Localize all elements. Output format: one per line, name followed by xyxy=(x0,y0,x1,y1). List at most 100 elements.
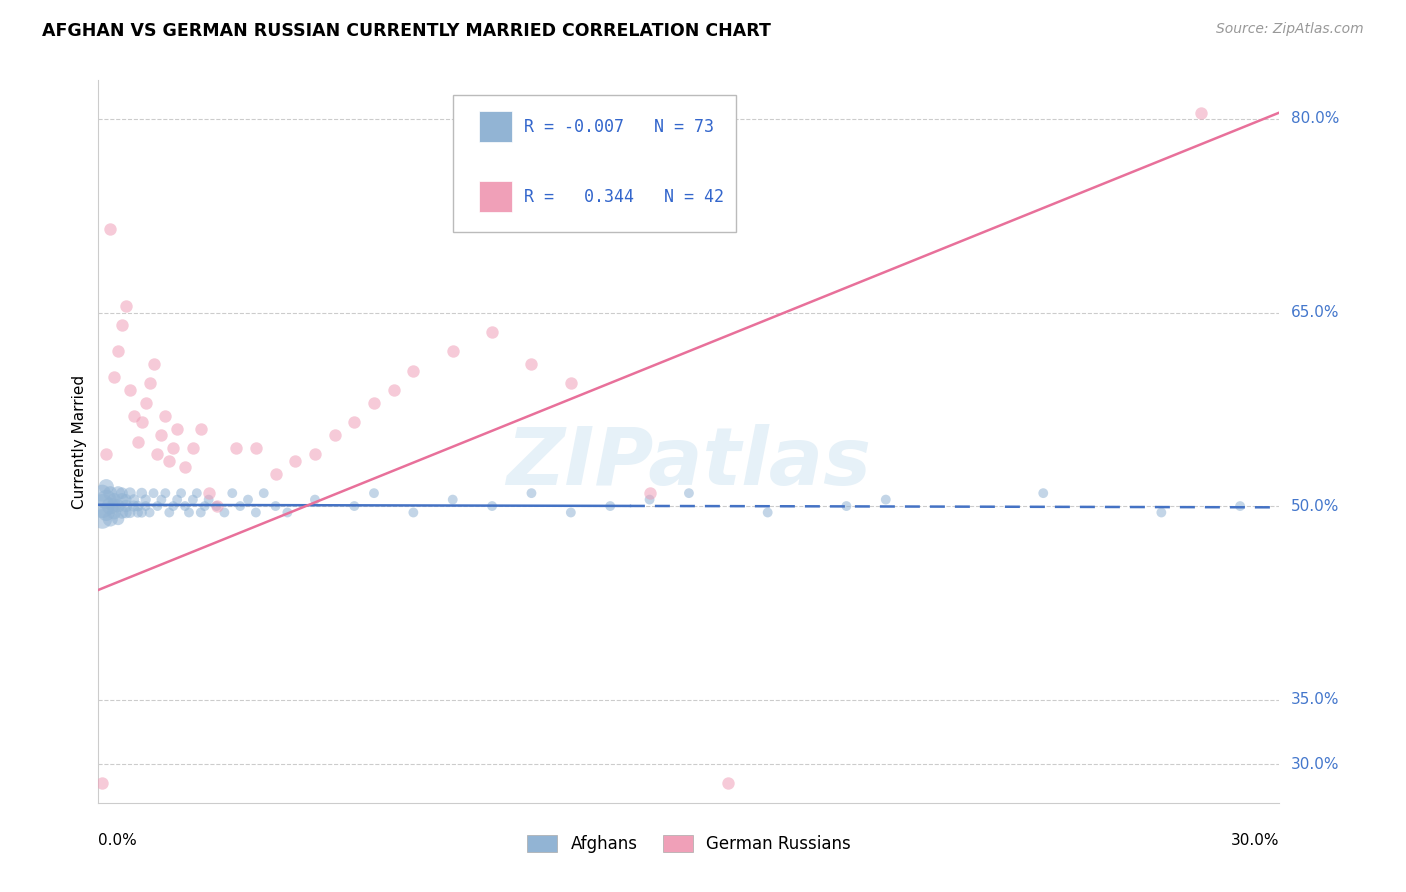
Text: 65.0%: 65.0% xyxy=(1291,305,1339,320)
Point xyxy=(122,499,145,513)
Point xyxy=(118,486,141,500)
Point xyxy=(155,409,177,423)
Text: 0.0%: 0.0% xyxy=(98,833,138,848)
Point xyxy=(96,492,118,507)
Text: R = -0.007   N = 73: R = -0.007 N = 73 xyxy=(523,118,714,136)
Point xyxy=(382,383,405,397)
Point xyxy=(343,499,366,513)
Point xyxy=(276,506,298,520)
Point xyxy=(96,480,118,494)
Point xyxy=(166,422,188,436)
Point xyxy=(678,486,700,500)
Point xyxy=(131,486,153,500)
Point xyxy=(197,486,219,500)
Point xyxy=(225,441,247,455)
Point xyxy=(520,486,543,500)
Point xyxy=(264,499,287,513)
Point xyxy=(181,441,204,455)
Point xyxy=(122,492,145,507)
Point xyxy=(98,486,121,500)
Point xyxy=(170,486,193,500)
Point xyxy=(91,512,114,526)
Point xyxy=(138,376,160,391)
Text: 35.0%: 35.0% xyxy=(1291,692,1339,707)
Point xyxy=(103,492,125,507)
Point xyxy=(441,344,464,359)
Point xyxy=(875,492,897,507)
Point xyxy=(236,492,259,507)
Point xyxy=(190,422,212,436)
Point xyxy=(599,499,621,513)
Point xyxy=(245,506,267,520)
Point xyxy=(441,492,464,507)
Point xyxy=(111,318,134,333)
Point xyxy=(138,506,160,520)
Point xyxy=(155,486,177,500)
Point xyxy=(157,454,180,468)
Point xyxy=(1229,499,1251,513)
Point xyxy=(835,499,858,513)
Point xyxy=(115,506,138,520)
Point xyxy=(481,325,503,339)
Point xyxy=(127,499,149,513)
Point xyxy=(304,447,326,461)
Point xyxy=(253,486,276,500)
Point xyxy=(107,512,129,526)
Point xyxy=(142,486,165,500)
Point xyxy=(402,506,425,520)
FancyBboxPatch shape xyxy=(453,95,737,232)
Point xyxy=(103,370,125,384)
Point xyxy=(638,492,661,507)
Point xyxy=(131,415,153,429)
Legend: Afghans, German Russians: Afghans, German Russians xyxy=(520,828,858,860)
Text: 30.0%: 30.0% xyxy=(1291,756,1339,772)
Point xyxy=(1032,486,1054,500)
Point xyxy=(264,467,287,481)
Point xyxy=(122,409,145,423)
Point xyxy=(142,357,165,371)
Point xyxy=(560,506,582,520)
Point xyxy=(638,486,661,500)
Point xyxy=(91,499,114,513)
Text: ZIPatlas: ZIPatlas xyxy=(506,425,872,502)
Point xyxy=(96,447,118,461)
Point xyxy=(98,221,121,235)
Point xyxy=(174,460,197,475)
Point xyxy=(98,499,121,513)
Point xyxy=(245,441,267,455)
Point xyxy=(756,506,779,520)
Point xyxy=(177,506,200,520)
Point xyxy=(162,499,184,513)
Text: 50.0%: 50.0% xyxy=(1291,499,1339,514)
Point xyxy=(717,776,740,790)
Point xyxy=(166,492,188,507)
Point xyxy=(127,434,149,449)
FancyBboxPatch shape xyxy=(478,112,512,142)
Point xyxy=(91,776,114,790)
Point xyxy=(284,454,307,468)
Point xyxy=(221,486,243,500)
Point xyxy=(162,441,184,455)
Point xyxy=(205,499,228,513)
Point xyxy=(115,492,138,507)
Point xyxy=(103,499,125,513)
Point xyxy=(363,396,385,410)
Point xyxy=(111,492,134,507)
Point xyxy=(205,499,228,513)
Point xyxy=(91,486,114,500)
Text: AFGHAN VS GERMAN RUSSIAN CURRENTLY MARRIED CORRELATION CHART: AFGHAN VS GERMAN RUSSIAN CURRENTLY MARRI… xyxy=(42,22,770,40)
FancyBboxPatch shape xyxy=(478,181,512,211)
Point xyxy=(363,486,385,500)
Point xyxy=(194,499,217,513)
Point xyxy=(197,492,219,507)
Point xyxy=(98,512,121,526)
Point xyxy=(229,499,252,513)
Point xyxy=(560,376,582,391)
Point xyxy=(107,486,129,500)
Point xyxy=(135,499,157,513)
Point xyxy=(103,506,125,520)
Point xyxy=(146,499,169,513)
Point xyxy=(181,492,204,507)
Point xyxy=(520,357,543,371)
Point xyxy=(174,499,197,513)
